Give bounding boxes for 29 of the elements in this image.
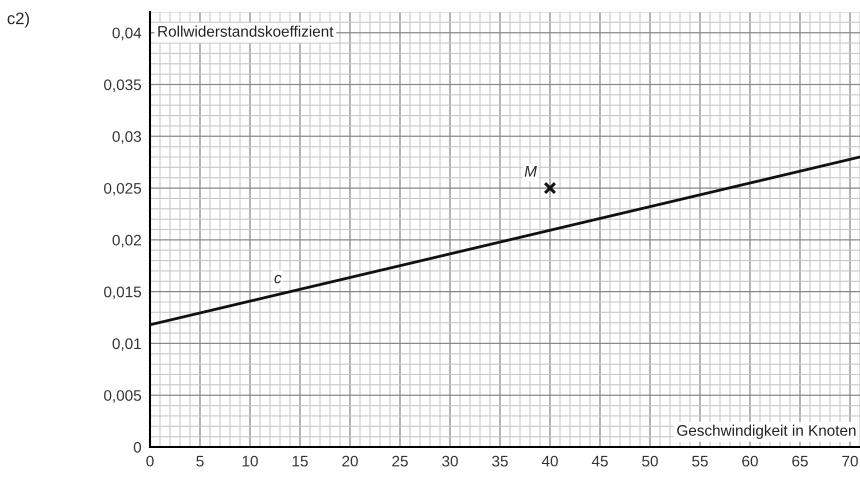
y-tick-label: 0,005: [104, 390, 142, 403]
x-tick-label: 20: [342, 456, 358, 467]
y-tick-label: 0,035: [104, 79, 142, 92]
y-tick-label: 0,02: [112, 234, 141, 248]
x-tick-label: 10: [242, 456, 258, 467]
y-tick-label: 0,025: [104, 182, 142, 196]
x-tick-label: 35: [492, 456, 508, 467]
y-tick-label: 0: [134, 442, 142, 453]
x-axis-title: Geschwindigkeit in Knoten: [677, 424, 856, 439]
x-tick-label: 25: [392, 456, 408, 467]
text: c2): [8, 12, 29, 28]
x-tick-label: 50: [642, 456, 658, 467]
y-tick-label: 0,04: [112, 28, 142, 40]
x-tick-label: 55: [692, 456, 708, 467]
x-tick-label: 65: [792, 456, 808, 467]
x-tick-label: 60: [742, 456, 758, 467]
x-tick-label: 0: [146, 456, 154, 467]
y-tick-label: 0,03: [112, 131, 141, 144]
x-tick-label: 15: [292, 456, 308, 467]
y-axis-title: Rollwiderstandskoeffizient: [158, 26, 334, 37]
x-tick-label: 45: [592, 456, 608, 467]
y-tick-label: 0,01: [112, 338, 141, 351]
x-tick-label: 5: [196, 456, 204, 467]
series-label: M: [524, 166, 537, 177]
x-tick-label: 40: [542, 456, 558, 467]
x-tick-label: 70: [842, 456, 858, 467]
y-tick-label: 0,015: [104, 286, 142, 300]
series-label: c: [274, 274, 282, 284]
x-tick-label: 30: [442, 456, 458, 467]
